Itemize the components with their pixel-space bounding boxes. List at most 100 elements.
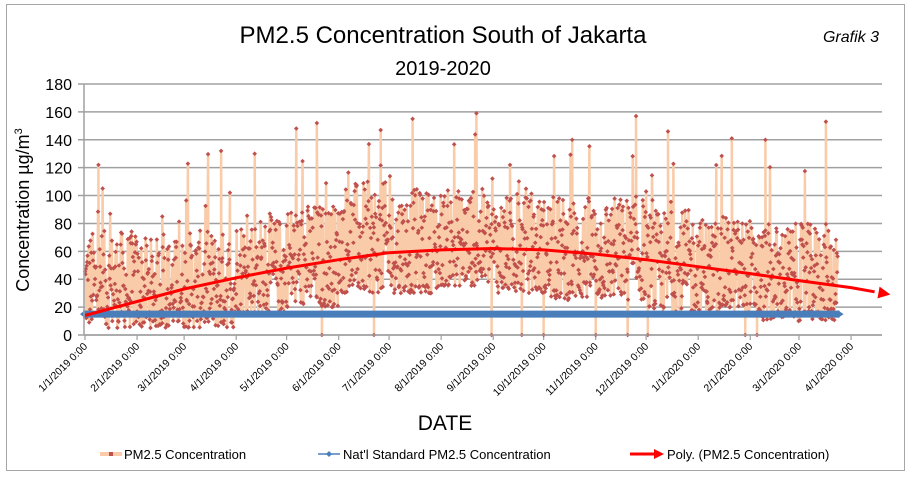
pm25-point	[805, 229, 811, 234]
pm25-point	[555, 199, 560, 205]
pm25-point	[777, 260, 782, 266]
pm25-point	[587, 143, 592, 149]
pm25-point	[101, 252, 106, 257]
pm25-point	[749, 262, 755, 267]
pm25-point	[540, 217, 545, 223]
pm25-point	[472, 283, 477, 288]
pm25-point	[373, 267, 378, 273]
pm25-point	[225, 247, 231, 253]
pm25-point	[136, 255, 142, 260]
pm25-point	[633, 221, 638, 227]
pm25-point	[535, 204, 541, 210]
pm25-point	[662, 253, 668, 259]
pm25-point	[348, 229, 353, 235]
pm25-point	[230, 324, 236, 330]
pm25-point	[308, 269, 314, 274]
pm25-point	[171, 257, 177, 262]
pm25-point	[114, 288, 119, 293]
pm25-point	[501, 208, 507, 214]
legend-item-poly[interactable]: Poly. (PM2.5 Concentration)	[630, 447, 829, 462]
pm25-point	[548, 294, 554, 299]
pm25-point	[824, 260, 830, 265]
pm25-point	[705, 294, 711, 300]
pm25-point	[249, 299, 255, 305]
pm25-point	[207, 271, 213, 277]
pm25-point	[793, 221, 798, 227]
pm25-point	[244, 213, 250, 219]
pm25-point	[424, 191, 429, 196]
pm25-point	[559, 232, 564, 238]
y-tick-label: 20	[54, 300, 72, 317]
pm25-point	[423, 262, 429, 268]
pm25-point	[649, 266, 654, 272]
pm25-point	[246, 295, 252, 301]
pm25-point	[135, 269, 141, 274]
pm25-point	[393, 260, 398, 265]
legend-item-pm25[interactable]: PM2.5 Concentration	[100, 447, 246, 462]
pm25-point	[111, 298, 117, 303]
pm25-point	[728, 289, 733, 295]
pm25-point	[611, 241, 616, 247]
pm25-point	[772, 242, 777, 247]
pm25-point	[106, 263, 112, 268]
pm25-point	[489, 221, 494, 227]
pm25-point	[148, 325, 153, 331]
pm25-point	[309, 283, 314, 289]
pm25-point	[477, 268, 483, 273]
pm25-point	[614, 225, 620, 231]
pm25-point	[612, 196, 617, 201]
x-tick-label: 2/1/2020 0:00	[701, 341, 755, 395]
pm25-point	[480, 266, 486, 272]
legend-item-standard[interactable]: Nat'l Standard PM2.5 Concentration	[318, 447, 551, 462]
pm25-point	[383, 220, 389, 226]
pm25-point	[201, 294, 206, 300]
pm25-point	[446, 282, 452, 287]
pm25-point	[589, 213, 595, 219]
pm25-point	[665, 240, 670, 245]
pm25-point	[786, 240, 792, 246]
pm25-point	[347, 258, 352, 264]
pm25-point	[503, 261, 509, 267]
pm25-point	[603, 212, 609, 217]
pm25-point	[290, 275, 295, 281]
pm25-point	[328, 244, 333, 250]
pm25-point	[586, 199, 592, 204]
pm25-point	[218, 148, 224, 154]
pm25-point	[200, 272, 205, 277]
pm25-point	[738, 261, 743, 266]
pm25-point	[229, 320, 235, 325]
pm25-point	[690, 285, 696, 290]
pm25-point	[380, 284, 386, 290]
pm25-point	[604, 205, 609, 211]
pm25-point	[393, 275, 399, 281]
pm25-point	[142, 283, 147, 289]
pm25-point	[204, 241, 209, 246]
pm25-point	[506, 286, 512, 292]
pm25-point	[306, 283, 312, 289]
pm25-point	[166, 244, 172, 249]
pm25-point	[474, 110, 479, 116]
pm25-point	[131, 259, 137, 264]
pm25-point	[215, 282, 221, 288]
pm25-point	[556, 270, 562, 275]
pm25-point	[490, 251, 496, 256]
pm25-point	[123, 286, 128, 292]
pm25-point	[417, 283, 422, 289]
y-axis-title-sup: 3	[13, 128, 25, 134]
pm25-point	[289, 291, 294, 296]
pm25-point	[743, 222, 749, 227]
pm25-point	[404, 228, 409, 234]
pm25-point	[380, 205, 385, 211]
pm25-point	[671, 161, 676, 167]
pm25-point	[708, 254, 714, 260]
pm25-point	[788, 285, 794, 291]
pm25-point	[723, 215, 729, 221]
pm25-point	[120, 260, 125, 266]
pm25-point	[606, 238, 611, 244]
pm25-point	[514, 273, 519, 279]
pm25-point	[319, 223, 324, 229]
pm25-point	[231, 286, 237, 291]
pm25-point	[758, 284, 764, 290]
pm25-point	[658, 229, 664, 235]
pm25-point	[528, 198, 533, 203]
